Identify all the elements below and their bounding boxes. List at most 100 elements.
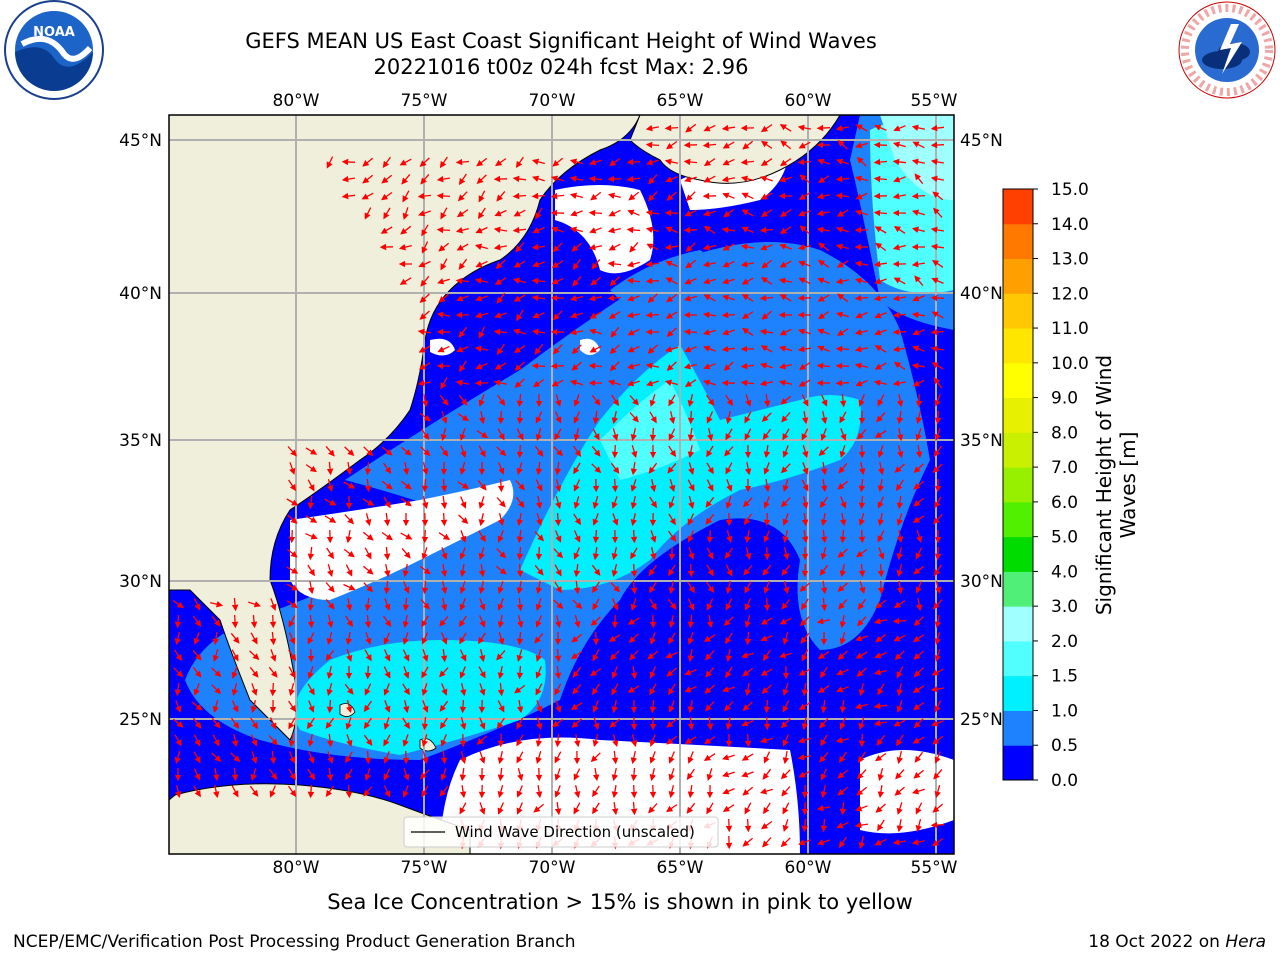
wind-wave-arrow <box>874 226 887 234</box>
wind-wave-arrow <box>459 547 466 560</box>
wind-wave-arrow <box>892 244 906 251</box>
wind-wave-arrow <box>666 293 678 303</box>
wind-wave-arrow <box>516 462 523 475</box>
colorbar-tick-label: 10.0 <box>1051 354 1089 374</box>
wind-wave-arrow <box>702 210 716 217</box>
wind-wave-arrow <box>570 312 583 319</box>
wind-wave-arrow <box>573 462 581 475</box>
wind-wave-arrow <box>588 362 603 370</box>
wind-wave-arrow <box>763 462 770 475</box>
wind-wave-arrow <box>763 546 771 561</box>
wind-wave-arrow <box>877 580 885 595</box>
wind-wave-arrow <box>535 649 542 662</box>
wind-wave-arrow <box>835 379 850 387</box>
wind-wave-arrow <box>364 547 372 560</box>
wind-wave-arrow <box>305 447 318 455</box>
colorbar-segment <box>1003 293 1033 329</box>
wind-wave-arrow <box>725 564 733 577</box>
wind-wave-arrow <box>743 565 753 576</box>
wind-wave-arrow <box>667 530 677 542</box>
wind-wave-arrow <box>801 563 809 578</box>
wind-wave-arrow <box>231 614 239 629</box>
wind-wave-arrow <box>250 632 258 645</box>
wind-wave-arrow <box>555 394 562 407</box>
wind-wave-arrow <box>742 311 754 320</box>
wind-wave-arrow <box>725 410 732 425</box>
wind-wave-arrow <box>436 226 451 234</box>
wind-wave-arrow <box>607 379 621 386</box>
colorbar-segment <box>1003 640 1033 677</box>
wind-wave-arrow <box>725 394 734 407</box>
wind-wave-arrow <box>421 224 429 237</box>
wind-wave-arrow <box>193 598 201 611</box>
wind-wave-arrow <box>683 158 698 166</box>
wind-wave-arrow <box>456 295 469 302</box>
wind-wave-arrow <box>779 243 792 250</box>
wind-wave-arrow <box>685 259 697 269</box>
wind-wave-arrow <box>551 379 564 387</box>
wind-wave-arrow <box>459 563 467 578</box>
wind-wave-arrow <box>402 649 410 662</box>
wind-wave-arrow <box>873 379 888 387</box>
wind-wave-arrow <box>628 633 639 644</box>
wind-wave-arrow <box>820 547 827 561</box>
wind-wave-arrow <box>174 614 182 629</box>
wind-wave-arrow <box>345 461 353 476</box>
wind-wave-arrow <box>532 175 545 182</box>
wind-wave-arrow <box>572 275 582 287</box>
wind-wave-arrow <box>573 428 580 442</box>
wind-wave-arrow <box>783 581 790 595</box>
wind-wave-arrow <box>741 294 754 302</box>
wind-wave-arrow <box>611 394 620 407</box>
wind-wave-arrow <box>611 598 619 611</box>
wind-wave-arrow <box>685 242 696 253</box>
wind-wave-arrow <box>478 190 486 203</box>
wind-wave-arrow <box>343 583 356 591</box>
wind-wave-arrow <box>420 173 430 185</box>
wind-wave-arrow <box>703 634 716 642</box>
wind-wave-arrow <box>665 311 678 319</box>
wind-wave-arrow <box>402 632 409 645</box>
wind-wave-arrow <box>591 258 601 270</box>
wind-wave-arrow <box>721 124 735 132</box>
wind-wave-arrow <box>798 328 811 335</box>
wind-wave-arrow <box>797 345 811 353</box>
wind-wave-arrow <box>570 210 583 217</box>
wind-wave-arrow <box>744 461 752 476</box>
graticule <box>169 115 954 854</box>
wind-wave-arrow <box>589 328 602 335</box>
wind-wave-arrow <box>307 632 315 645</box>
wind-wave-arrow <box>479 598 486 611</box>
wind-wave-arrow <box>835 175 850 183</box>
wind-wave-arrow <box>759 380 774 387</box>
wind-wave-arrow <box>345 564 353 577</box>
wind-wave-arrow <box>626 363 640 370</box>
wind-wave-arrow <box>837 650 848 660</box>
wind-wave-arrow <box>668 632 676 645</box>
wind-wave-arrow <box>497 410 505 425</box>
wind-wave-arrow <box>478 496 485 509</box>
wind-wave-arrow <box>533 378 545 388</box>
noaa-logo: NOAA <box>4 0 104 100</box>
wind-wave-arrow <box>286 566 299 574</box>
wind-wave-arrow <box>192 615 202 627</box>
wind-wave-arrow <box>479 649 486 663</box>
wind-wave-arrow <box>722 192 735 199</box>
wind-wave-arrow <box>305 533 318 540</box>
wind-wave-arrow <box>645 260 660 268</box>
wind-wave-arrow <box>896 564 903 578</box>
wind-wave-arrow <box>418 210 431 217</box>
colorbar-tick-label: 13.0 <box>1051 250 1089 270</box>
wind-wave-arrow <box>341 192 356 200</box>
wind-wave-arrow <box>493 328 508 336</box>
wind-wave-arrow <box>740 379 755 387</box>
wind-wave-arrow <box>573 445 582 457</box>
wind-wave-arrow <box>592 631 600 646</box>
wind-wave-arrow <box>345 529 353 544</box>
colorbar-tick-label: 6.0 <box>1051 493 1078 513</box>
wind-wave-arrow <box>893 125 906 132</box>
wind-wave-arrow <box>382 462 392 474</box>
wind-wave-arrow <box>230 632 240 644</box>
wind-wave-arrow <box>934 428 941 441</box>
wind-wave-arrow <box>799 362 811 371</box>
